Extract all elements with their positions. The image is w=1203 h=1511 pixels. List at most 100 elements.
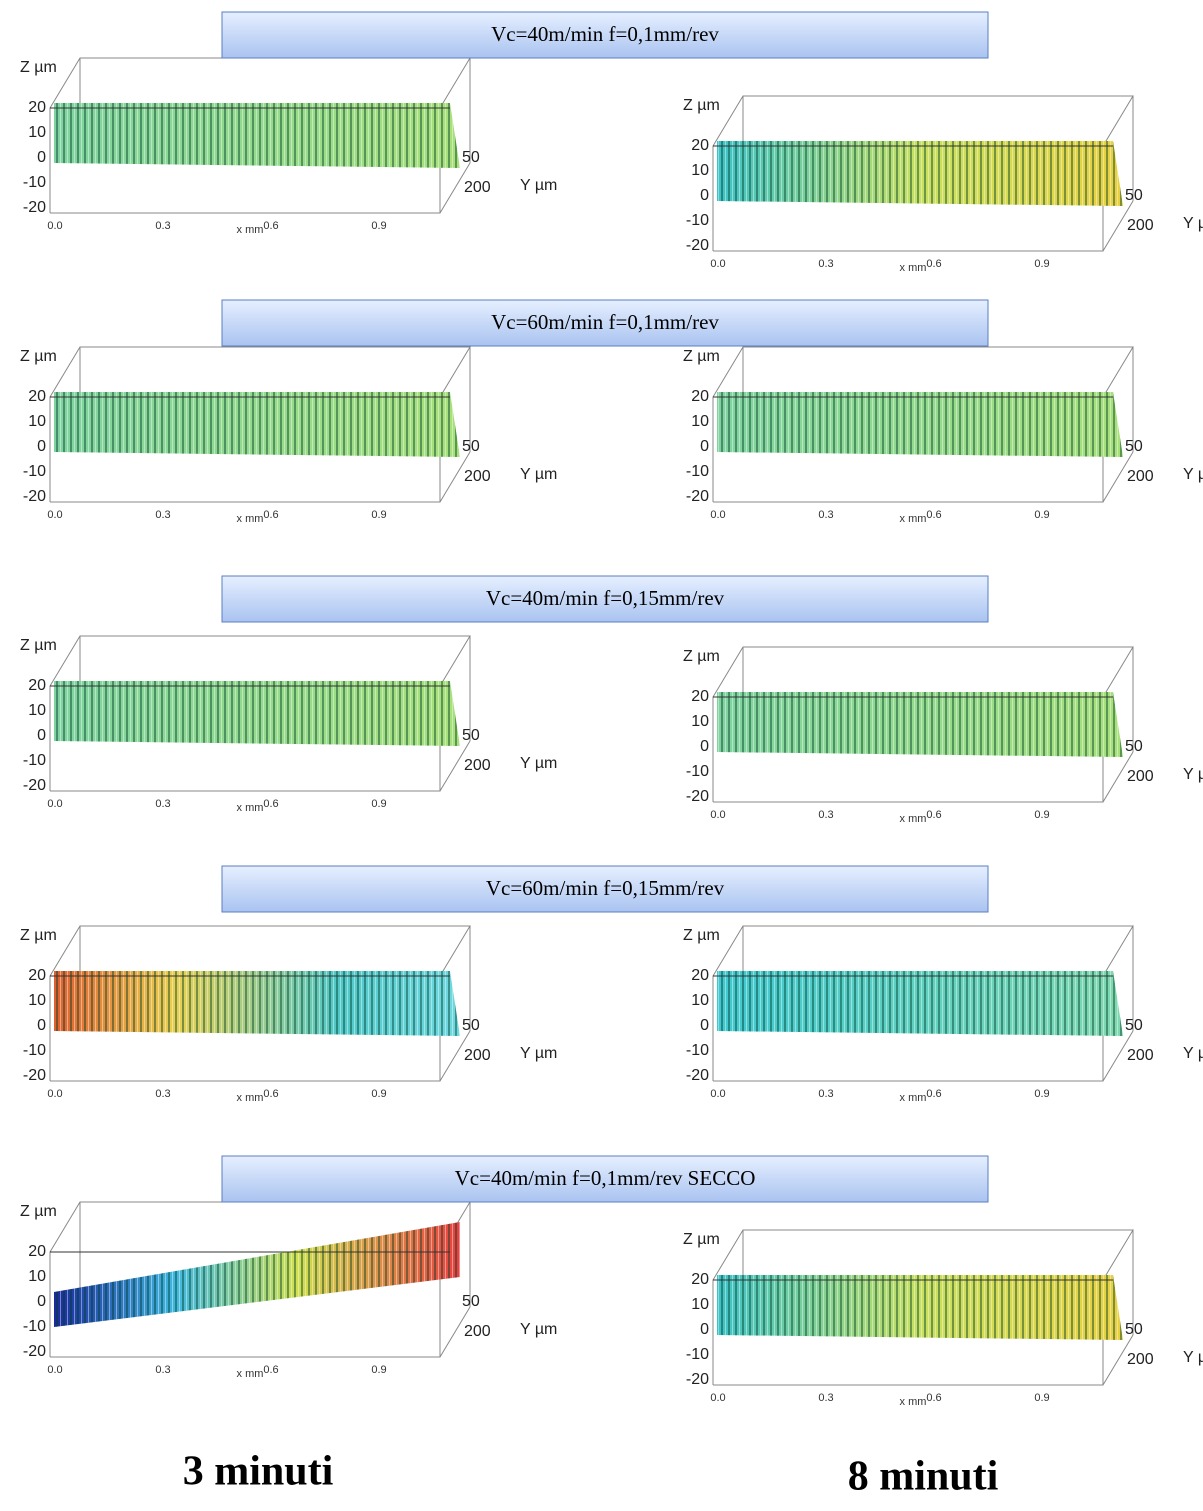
x-axis-label: x mm: [900, 1396, 927, 1408]
z-tick-label: 10: [691, 1296, 709, 1313]
surface-texture: [717, 141, 1123, 206]
x-tick-label: 0.6: [926, 1088, 941, 1100]
y-tick-label: 200: [464, 179, 491, 196]
x-tick-label: 0.0: [47, 798, 62, 810]
plot-box: [1102, 200, 1134, 252]
y-tick-label: 200: [464, 757, 491, 774]
x-tick-label: 0.0: [710, 258, 725, 270]
x-tick-label: 0.6: [926, 1392, 941, 1404]
x-tick-label: 0.6: [926, 509, 941, 521]
z-tick-label: -10: [686, 1042, 709, 1059]
y-tick-label: 50: [1125, 1321, 1143, 1338]
z-tick-label: 0: [700, 1321, 709, 1338]
surface-texture: [717, 1275, 1123, 1340]
row-label: Vc=40m/min f=0,15mm/rev: [486, 586, 725, 610]
plot-box: [1102, 451, 1134, 503]
x-tick-label: 0.6: [263, 509, 278, 521]
z-axis-label: Z µm: [683, 97, 720, 114]
y-tick-label: 50: [462, 1017, 480, 1034]
x-tick-label: 0.6: [263, 798, 278, 810]
row-banner: [221, 865, 989, 913]
y-tick-label: 200: [1127, 1047, 1154, 1064]
surface-texture: [717, 971, 1123, 1036]
z-tick-label: 0: [700, 438, 709, 455]
surface-texture: [54, 103, 460, 168]
x-tick-label: 0.6: [263, 1364, 278, 1376]
surface-texture: [54, 1222, 460, 1327]
x-tick-label: 0.9: [1034, 258, 1049, 270]
z-tick-label: 10: [691, 413, 709, 430]
z-tick-label: -10: [23, 1042, 46, 1059]
x-axis-label: x mm: [900, 813, 927, 825]
y-tick-label: 200: [464, 1047, 491, 1064]
z-tick-label: 10: [28, 1268, 46, 1285]
plot-box: [439, 451, 471, 503]
z-tick-label: -20: [23, 199, 46, 216]
x-axis-label: x mm: [237, 1092, 264, 1104]
z-tick-label: -10: [23, 1318, 46, 1335]
z-tick-label: 10: [28, 702, 46, 719]
z-axis-label: Z µm: [20, 348, 57, 365]
y-axis-label: Y µm: [520, 177, 557, 194]
z-tick-label: -10: [23, 463, 46, 480]
y-axis-label: Y µm: [1183, 766, 1203, 783]
y-axis-label: Y µm: [520, 466, 557, 483]
plot-box: [1102, 1334, 1134, 1386]
z-tick-label: -20: [686, 788, 709, 805]
z-tick-label: 10: [28, 124, 46, 141]
z-tick-label: 20: [28, 388, 46, 405]
surface-texture: [54, 681, 460, 746]
z-tick-label: 10: [691, 162, 709, 179]
z-tick-label: 20: [691, 137, 709, 154]
x-axis-label: x mm: [900, 1092, 927, 1104]
z-axis-label: Z µm: [20, 927, 57, 944]
x-tick-label: 0.6: [263, 220, 278, 232]
z-tick-label: 20: [691, 967, 709, 984]
z-tick-label: 20: [28, 99, 46, 116]
z-axis-label: Z µm: [20, 59, 57, 76]
x-tick-label: 0.9: [1034, 1088, 1049, 1100]
y-tick-label: 50: [1125, 738, 1143, 755]
z-axis-label: Z µm: [683, 927, 720, 944]
row-banner: [221, 11, 989, 59]
y-tick-label: 50: [462, 149, 480, 166]
z-tick-label: 20: [691, 388, 709, 405]
y-tick-label: 200: [1127, 768, 1154, 785]
x-tick-label: 0.9: [371, 1088, 386, 1100]
x-tick-label: 0.9: [1034, 509, 1049, 521]
x-tick-label: 0.0: [47, 1088, 62, 1100]
y-axis-label: Y µm: [520, 1045, 557, 1062]
x-tick-label: 0.9: [371, 798, 386, 810]
z-tick-label: 20: [691, 688, 709, 705]
y-axis-label: Y µm: [1183, 1045, 1203, 1062]
y-axis-label: Y µm: [1183, 466, 1203, 483]
z-tick-label: 0: [37, 727, 46, 744]
x-tick-label: 0.0: [47, 220, 62, 232]
z-tick-label: -10: [686, 212, 709, 229]
y-tick-label: 200: [464, 468, 491, 485]
z-tick-label: -20: [23, 1067, 46, 1084]
y-tick-label: 200: [1127, 468, 1154, 485]
x-tick-label: 0.3: [155, 798, 170, 810]
plot-box: [1102, 751, 1134, 803]
y-tick-label: 50: [1125, 438, 1143, 455]
x-tick-label: 0.3: [818, 809, 833, 821]
column-label: 3 minuti: [183, 1449, 334, 1495]
y-tick-label: 200: [464, 1323, 491, 1340]
z-tick-label: 0: [37, 1017, 46, 1034]
z-tick-label: -10: [23, 752, 46, 769]
z-tick-label: 0: [700, 187, 709, 204]
z-tick-label: -20: [686, 1067, 709, 1084]
x-tick-label: 0.3: [155, 220, 170, 232]
x-tick-label: 0.9: [371, 1364, 386, 1376]
surface-texture: [54, 971, 460, 1036]
x-tick-label: 0.3: [818, 509, 833, 521]
z-axis-label: Z µm: [20, 637, 57, 654]
x-axis-label: x mm: [237, 1368, 264, 1380]
z-tick-label: -20: [686, 488, 709, 505]
row-label: Vc=60m/min f=0,15mm/rev: [486, 876, 725, 900]
y-tick-label: 200: [1127, 1351, 1154, 1368]
plot-box: [439, 1306, 471, 1358]
z-tick-label: 20: [28, 967, 46, 984]
